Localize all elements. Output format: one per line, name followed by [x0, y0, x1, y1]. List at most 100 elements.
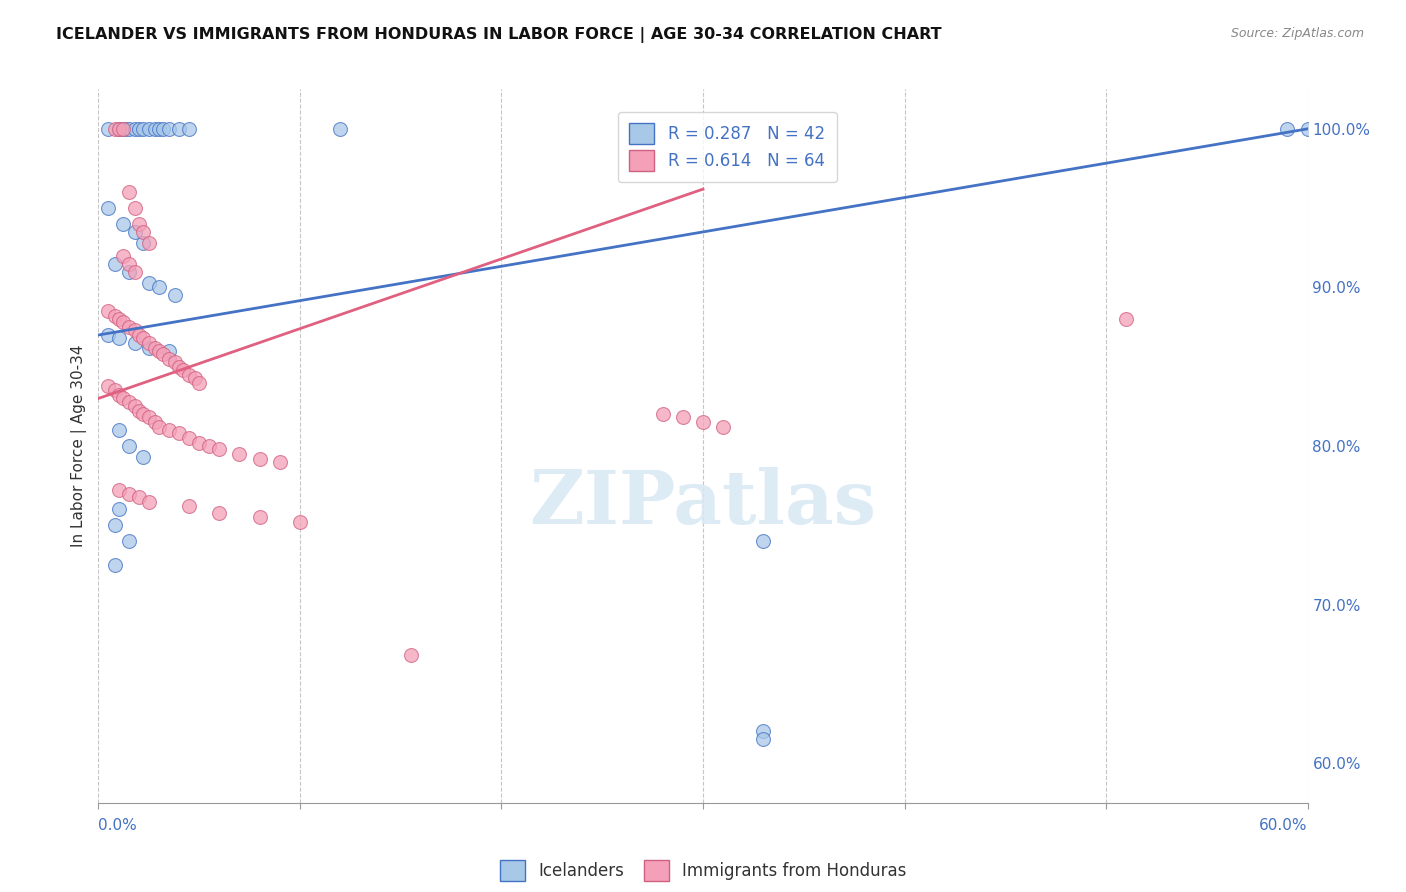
Immigrants from Honduras — [128, 490, 150, 504]
Icelanders — [148, 121, 170, 136]
Icelanders — [111, 217, 134, 231]
Immigrants from Honduras — [111, 249, 134, 263]
Text: ICELANDER VS IMMIGRANTS FROM HONDURAS IN LABOR FORCE | AGE 30-34 CORRELATION CHA: ICELANDER VS IMMIGRANTS FROM HONDURAS IN… — [56, 27, 942, 43]
Icelanders — [118, 121, 141, 136]
Icelanders — [128, 121, 150, 136]
Icelanders — [752, 724, 775, 739]
Immigrants from Honduras — [188, 435, 211, 450]
Immigrants from Honduras — [107, 388, 129, 402]
Immigrants from Honduras — [208, 442, 231, 457]
Immigrants from Honduras — [124, 201, 146, 215]
Immigrants from Honduras — [651, 407, 673, 421]
Icelanders — [329, 121, 352, 136]
Immigrants from Honduras — [138, 410, 160, 425]
Immigrants from Honduras — [132, 225, 155, 239]
Icelanders — [752, 732, 775, 747]
Immigrants from Honduras — [128, 217, 150, 231]
Immigrants from Honduras — [711, 420, 734, 434]
Immigrants from Honduras — [103, 121, 125, 136]
Icelanders — [103, 257, 125, 271]
Icelanders — [103, 558, 125, 572]
Text: Source: ZipAtlas.com: Source: ZipAtlas.com — [1230, 27, 1364, 40]
Text: 60.0%: 60.0% — [1260, 818, 1308, 832]
Immigrants from Honduras — [118, 394, 141, 409]
Immigrants from Honduras — [107, 121, 129, 136]
Immigrants from Honduras — [208, 506, 231, 520]
Icelanders — [148, 280, 170, 294]
Immigrants from Honduras — [157, 351, 180, 366]
Immigrants from Honduras — [179, 431, 201, 445]
Immigrants from Honduras — [107, 312, 129, 326]
Icelanders — [179, 121, 201, 136]
Immigrants from Honduras — [179, 368, 201, 382]
Icelanders — [124, 335, 146, 350]
Icelanders — [124, 225, 146, 239]
Immigrants from Honduras — [124, 400, 146, 414]
Text: ZIPatlas: ZIPatlas — [530, 467, 876, 540]
Icelanders — [752, 534, 775, 549]
Icelanders — [97, 121, 120, 136]
Immigrants from Honduras — [138, 235, 160, 250]
Immigrants from Honduras — [188, 376, 211, 390]
Icelanders — [118, 534, 141, 549]
Immigrants from Honduras — [288, 515, 311, 529]
Immigrants from Honduras — [179, 500, 201, 514]
Immigrants from Honduras — [124, 264, 146, 278]
Immigrants from Honduras — [103, 384, 125, 398]
Immigrants from Honduras — [167, 359, 190, 374]
Icelanders — [138, 121, 160, 136]
Immigrants from Honduras — [143, 415, 166, 429]
Immigrants from Honduras — [152, 347, 174, 361]
Immigrants from Honduras — [107, 483, 129, 498]
Legend: Icelanders, Immigrants from Honduras: Icelanders, Immigrants from Honduras — [494, 854, 912, 888]
Icelanders — [163, 288, 186, 302]
Immigrants from Honduras — [138, 494, 160, 508]
Immigrants from Honduras — [269, 455, 291, 469]
Icelanders — [143, 121, 166, 136]
Immigrants from Honduras — [111, 392, 134, 406]
Icelanders — [132, 450, 155, 464]
Icelanders — [1277, 121, 1299, 136]
Immigrants from Honduras — [198, 439, 221, 453]
Icelanders — [157, 121, 180, 136]
Immigrants from Honduras — [163, 355, 186, 369]
Icelanders — [114, 121, 136, 136]
Immigrants from Honduras — [692, 415, 714, 429]
Immigrants from Honduras — [184, 371, 207, 385]
Immigrants from Honduras — [132, 407, 155, 421]
Immigrants from Honduras — [118, 257, 141, 271]
Icelanders — [97, 201, 120, 215]
Immigrants from Honduras — [148, 420, 170, 434]
Immigrants from Honduras — [128, 404, 150, 418]
Immigrants from Honduras — [128, 328, 150, 343]
Immigrants from Honduras — [138, 335, 160, 350]
Immigrants from Honduras — [399, 648, 422, 663]
Icelanders — [107, 502, 129, 516]
Icelanders — [132, 121, 155, 136]
Immigrants from Honduras — [157, 423, 180, 437]
Immigrants from Honduras — [228, 447, 250, 461]
Y-axis label: In Labor Force | Age 30-34: In Labor Force | Age 30-34 — [72, 344, 87, 548]
Immigrants from Honduras — [103, 309, 125, 323]
Immigrants from Honduras — [249, 451, 271, 466]
Icelanders — [1296, 121, 1319, 136]
Immigrants from Honduras — [118, 320, 141, 334]
Immigrants from Honduras — [249, 510, 271, 524]
Icelanders — [157, 343, 180, 358]
Immigrants from Honduras — [132, 331, 155, 345]
Immigrants from Honduras — [672, 410, 695, 425]
Icelanders — [152, 121, 174, 136]
Immigrants from Honduras — [118, 186, 141, 200]
Icelanders — [107, 331, 129, 345]
Icelanders — [111, 121, 134, 136]
Icelanders — [107, 121, 129, 136]
Immigrants from Honduras — [172, 363, 194, 377]
Icelanders — [138, 276, 160, 290]
Immigrants from Honduras — [124, 323, 146, 337]
Immigrants from Honduras — [143, 341, 166, 355]
Icelanders — [97, 328, 120, 343]
Immigrants from Honduras — [1115, 312, 1137, 326]
Text: 0.0%: 0.0% — [98, 818, 138, 832]
Icelanders — [138, 341, 160, 355]
Immigrants from Honduras — [111, 121, 134, 136]
